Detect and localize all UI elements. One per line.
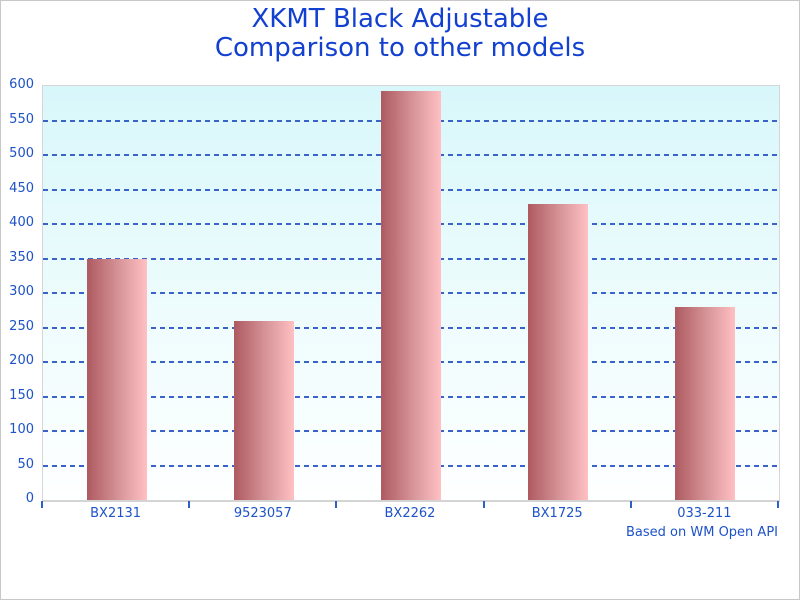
y-tick-label: 50 [17, 456, 34, 472]
y-tick-label: 100 [9, 422, 34, 437]
x-tick-label: BX2262 [384, 506, 436, 521]
y-tick-label: 550 [9, 111, 34, 127]
x-tick-mark [777, 501, 779, 508]
y-tick-label: 0 [25, 491, 34, 506]
plot-area [42, 85, 780, 502]
y-tick-label: 450 [9, 180, 34, 196]
bar-BX1725 [528, 204, 589, 500]
x-tick-mark [335, 501, 338, 508]
bar-BX2262 [381, 90, 441, 500]
x-tick-mark [188, 501, 191, 508]
y-tick-label: 350 [9, 249, 34, 265]
y-tick-label: 300 [9, 284, 34, 299]
bar-033-211 [675, 306, 736, 500]
y-axis: 0 50 100 150 200 250 300 350 400 450 500 550 600 [1, 77, 34, 506]
y-tick-label: 250 [9, 318, 34, 334]
x-tick-label: 033-211 [677, 506, 732, 521]
x-tick-mark [41, 501, 43, 508]
chart-footer: Based on WM Open API [626, 525, 778, 540]
x-tick-mark [629, 501, 632, 508]
y-tick-label: 600 [9, 77, 34, 92]
y-tick-label: 200 [9, 353, 34, 368]
x-tick-label: BX2131 [90, 506, 142, 521]
x-axis: BX2131 9523057 BX2262 BX1725 033-211 [41, 499, 780, 525]
bar-9523057 [233, 320, 294, 500]
y-tick-label: 400 [9, 215, 34, 230]
y-tick-label: 500 [9, 146, 34, 161]
x-tick-label: 9523057 [233, 506, 292, 521]
bar-BX2131 [86, 258, 147, 500]
chart-title-line-1: XKMT Black Adjustable [251, 4, 549, 34]
chart-title: XKMT Black Adjustable Comparison to othe… [1, 5, 799, 63]
x-tick-label: BX1725 [531, 506, 583, 521]
x-tick-mark [482, 501, 485, 508]
chart-title-line-2: Comparison to other models [214, 33, 586, 63]
y-tick-label: 150 [9, 387, 34, 403]
